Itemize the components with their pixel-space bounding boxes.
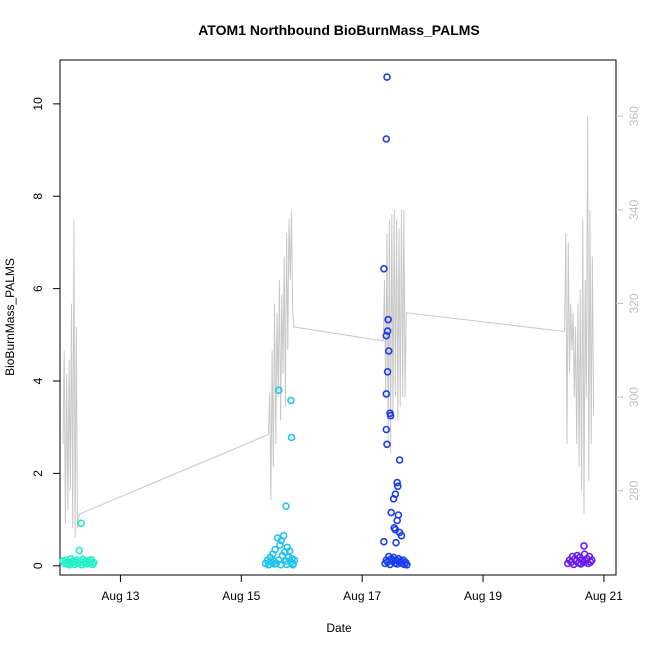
- data-point-series-2: [282, 502, 290, 511]
- y-tick-label: 2: [31, 470, 45, 477]
- data-point-series-2: [287, 396, 295, 405]
- data-point-series-1: [77, 519, 85, 528]
- plot-frame: [59, 59, 617, 576]
- data-point-series-2: [276, 541, 284, 549]
- data-point-series-4: [580, 542, 588, 550]
- data-point-series-3: [384, 315, 393, 324]
- data-point-series-4: [587, 556, 596, 565]
- data-point-series-2: [279, 531, 288, 540]
- data-point-series-3: [393, 478, 402, 487]
- data-point-series-3: [380, 264, 388, 273]
- y-axis-right: 280 300 320 340 360: [616, 106, 641, 501]
- data-point-series-1: [75, 546, 84, 555]
- x-tick-label: Aug 15: [222, 589, 260, 603]
- x-axis: Aug 13 Aug 15 Aug 17 Aug 19 Aug 21: [101, 575, 623, 603]
- y-tick-label: 6: [31, 285, 45, 292]
- y2-tick-label: 320: [627, 293, 641, 313]
- data-point-series-3: [393, 482, 402, 491]
- y-axis-label: BioBurnMass_PALMS: [3, 258, 17, 376]
- data-point-series-3: [382, 390, 391, 398]
- data-point-series-3: [383, 440, 391, 449]
- data-point-series-3: [403, 560, 411, 569]
- y-tick-label: 10: [31, 97, 45, 111]
- data-point-series-3: [382, 135, 391, 143]
- data-point-series-3: [382, 425, 391, 434]
- data-point-series-1: [90, 558, 98, 567]
- x-tick-label: Aug 17: [343, 589, 381, 603]
- data-point-series-3: [383, 327, 392, 335]
- secondary-series-line: [62, 116, 595, 538]
- data-point-series-3: [383, 367, 392, 376]
- data-point-series-2: [285, 547, 294, 555]
- data-point-series-3: [397, 531, 406, 540]
- data-point-series-3: [384, 347, 393, 355]
- secondary-line-layer: [62, 116, 595, 538]
- data-point-series-3: [392, 538, 400, 547]
- data-point-series-2: [274, 386, 283, 395]
- y-tick-label: 0: [31, 562, 45, 569]
- data-point-series-2: [271, 545, 279, 554]
- y2-tick-label: 300: [627, 387, 641, 407]
- y2-tick-label: 280: [627, 480, 641, 500]
- x-tick-label: Aug 19: [464, 589, 502, 603]
- y2-tick-label: 360: [627, 106, 641, 126]
- y-tick-label: 8: [31, 193, 45, 200]
- y2-tick-label: 340: [627, 199, 641, 219]
- chart-title: ATOM1 Northbound BioBurnMass_PALMS: [198, 22, 480, 38]
- data-point-series-3: [386, 411, 395, 420]
- data-point-series-3: [380, 537, 388, 546]
- scatter-points-layer: [59, 73, 596, 569]
- data-point-series-3: [393, 516, 402, 525]
- data-point-series-3: [395, 456, 404, 464]
- x-tick-label: Aug 21: [585, 589, 623, 603]
- data-point-series-3: [383, 73, 391, 81]
- data-point-series-3: [387, 508, 396, 517]
- y-tick-label: 4: [31, 377, 45, 384]
- x-axis-label: Date: [326, 621, 352, 635]
- data-point-series-2: [288, 560, 297, 569]
- data-point-series-2: [287, 433, 296, 442]
- y-axis-left: 0 2 4 6 8 10: [31, 97, 60, 569]
- data-point-series-3: [389, 494, 398, 503]
- x-tick-label: Aug 13: [101, 589, 139, 603]
- data-point-series-3: [382, 331, 391, 340]
